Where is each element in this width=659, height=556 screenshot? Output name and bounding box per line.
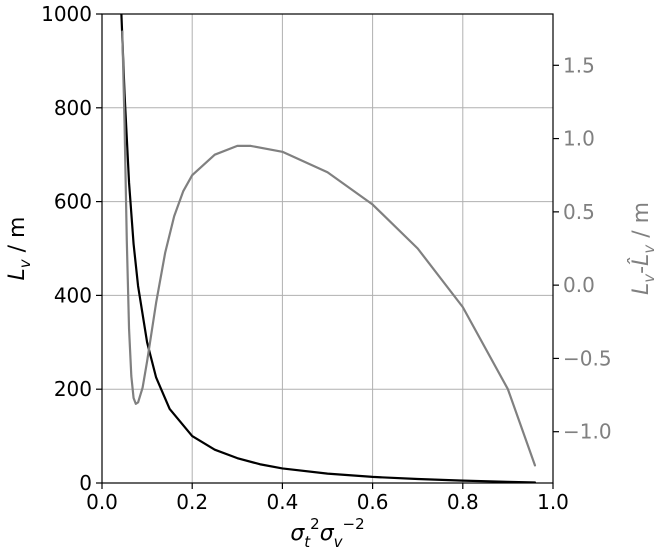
series-line-lv: [120, 14, 537, 483]
series-line-difference: [121, 30, 537, 467]
y-right-tick-label: 0.5: [563, 200, 595, 224]
x-tick-label: 0.4: [266, 490, 298, 514]
y-left-tick-label: 0: [79, 471, 92, 495]
x-tick-label: 0.8: [447, 490, 479, 514]
y-left-tick-label: 200: [54, 377, 92, 401]
x-tick-label: 0.2: [176, 490, 208, 514]
y-right-tick-label: −0.5: [563, 346, 612, 370]
grid: [101, 13, 554, 484]
x-tick-label: 0.0: [86, 490, 118, 514]
x-tick-label: 1.0: [537, 490, 569, 514]
y-left-tick-label: 800: [54, 96, 92, 120]
y-right-tick-label: 1.5: [563, 53, 595, 77]
y-left-tick-label: 1000: [41, 2, 92, 26]
y-axis-left-label: Lv / m: [5, 217, 34, 281]
series-lines: [120, 14, 537, 483]
plot-frame: [101, 13, 554, 484]
y-axis-right-label: Lv-L̂v / m: [628, 202, 658, 295]
y-left-tick-label: 600: [54, 190, 92, 214]
axis-ticks: 0.0 0.2 0.4 0.6 0.8 1.0 0 200 400 600 800 1000 −1.0 −…: [41, 2, 611, 514]
y-right-tick-label: 0.0: [563, 273, 595, 297]
y-right-tick-label: 1.0: [563, 127, 595, 151]
x-axis-label: σt2σv−2: [290, 515, 364, 551]
y-right-tick-label: −1.0: [563, 420, 612, 444]
y-left-tick-label: 400: [54, 283, 92, 307]
x-tick-label: 0.6: [357, 490, 389, 514]
